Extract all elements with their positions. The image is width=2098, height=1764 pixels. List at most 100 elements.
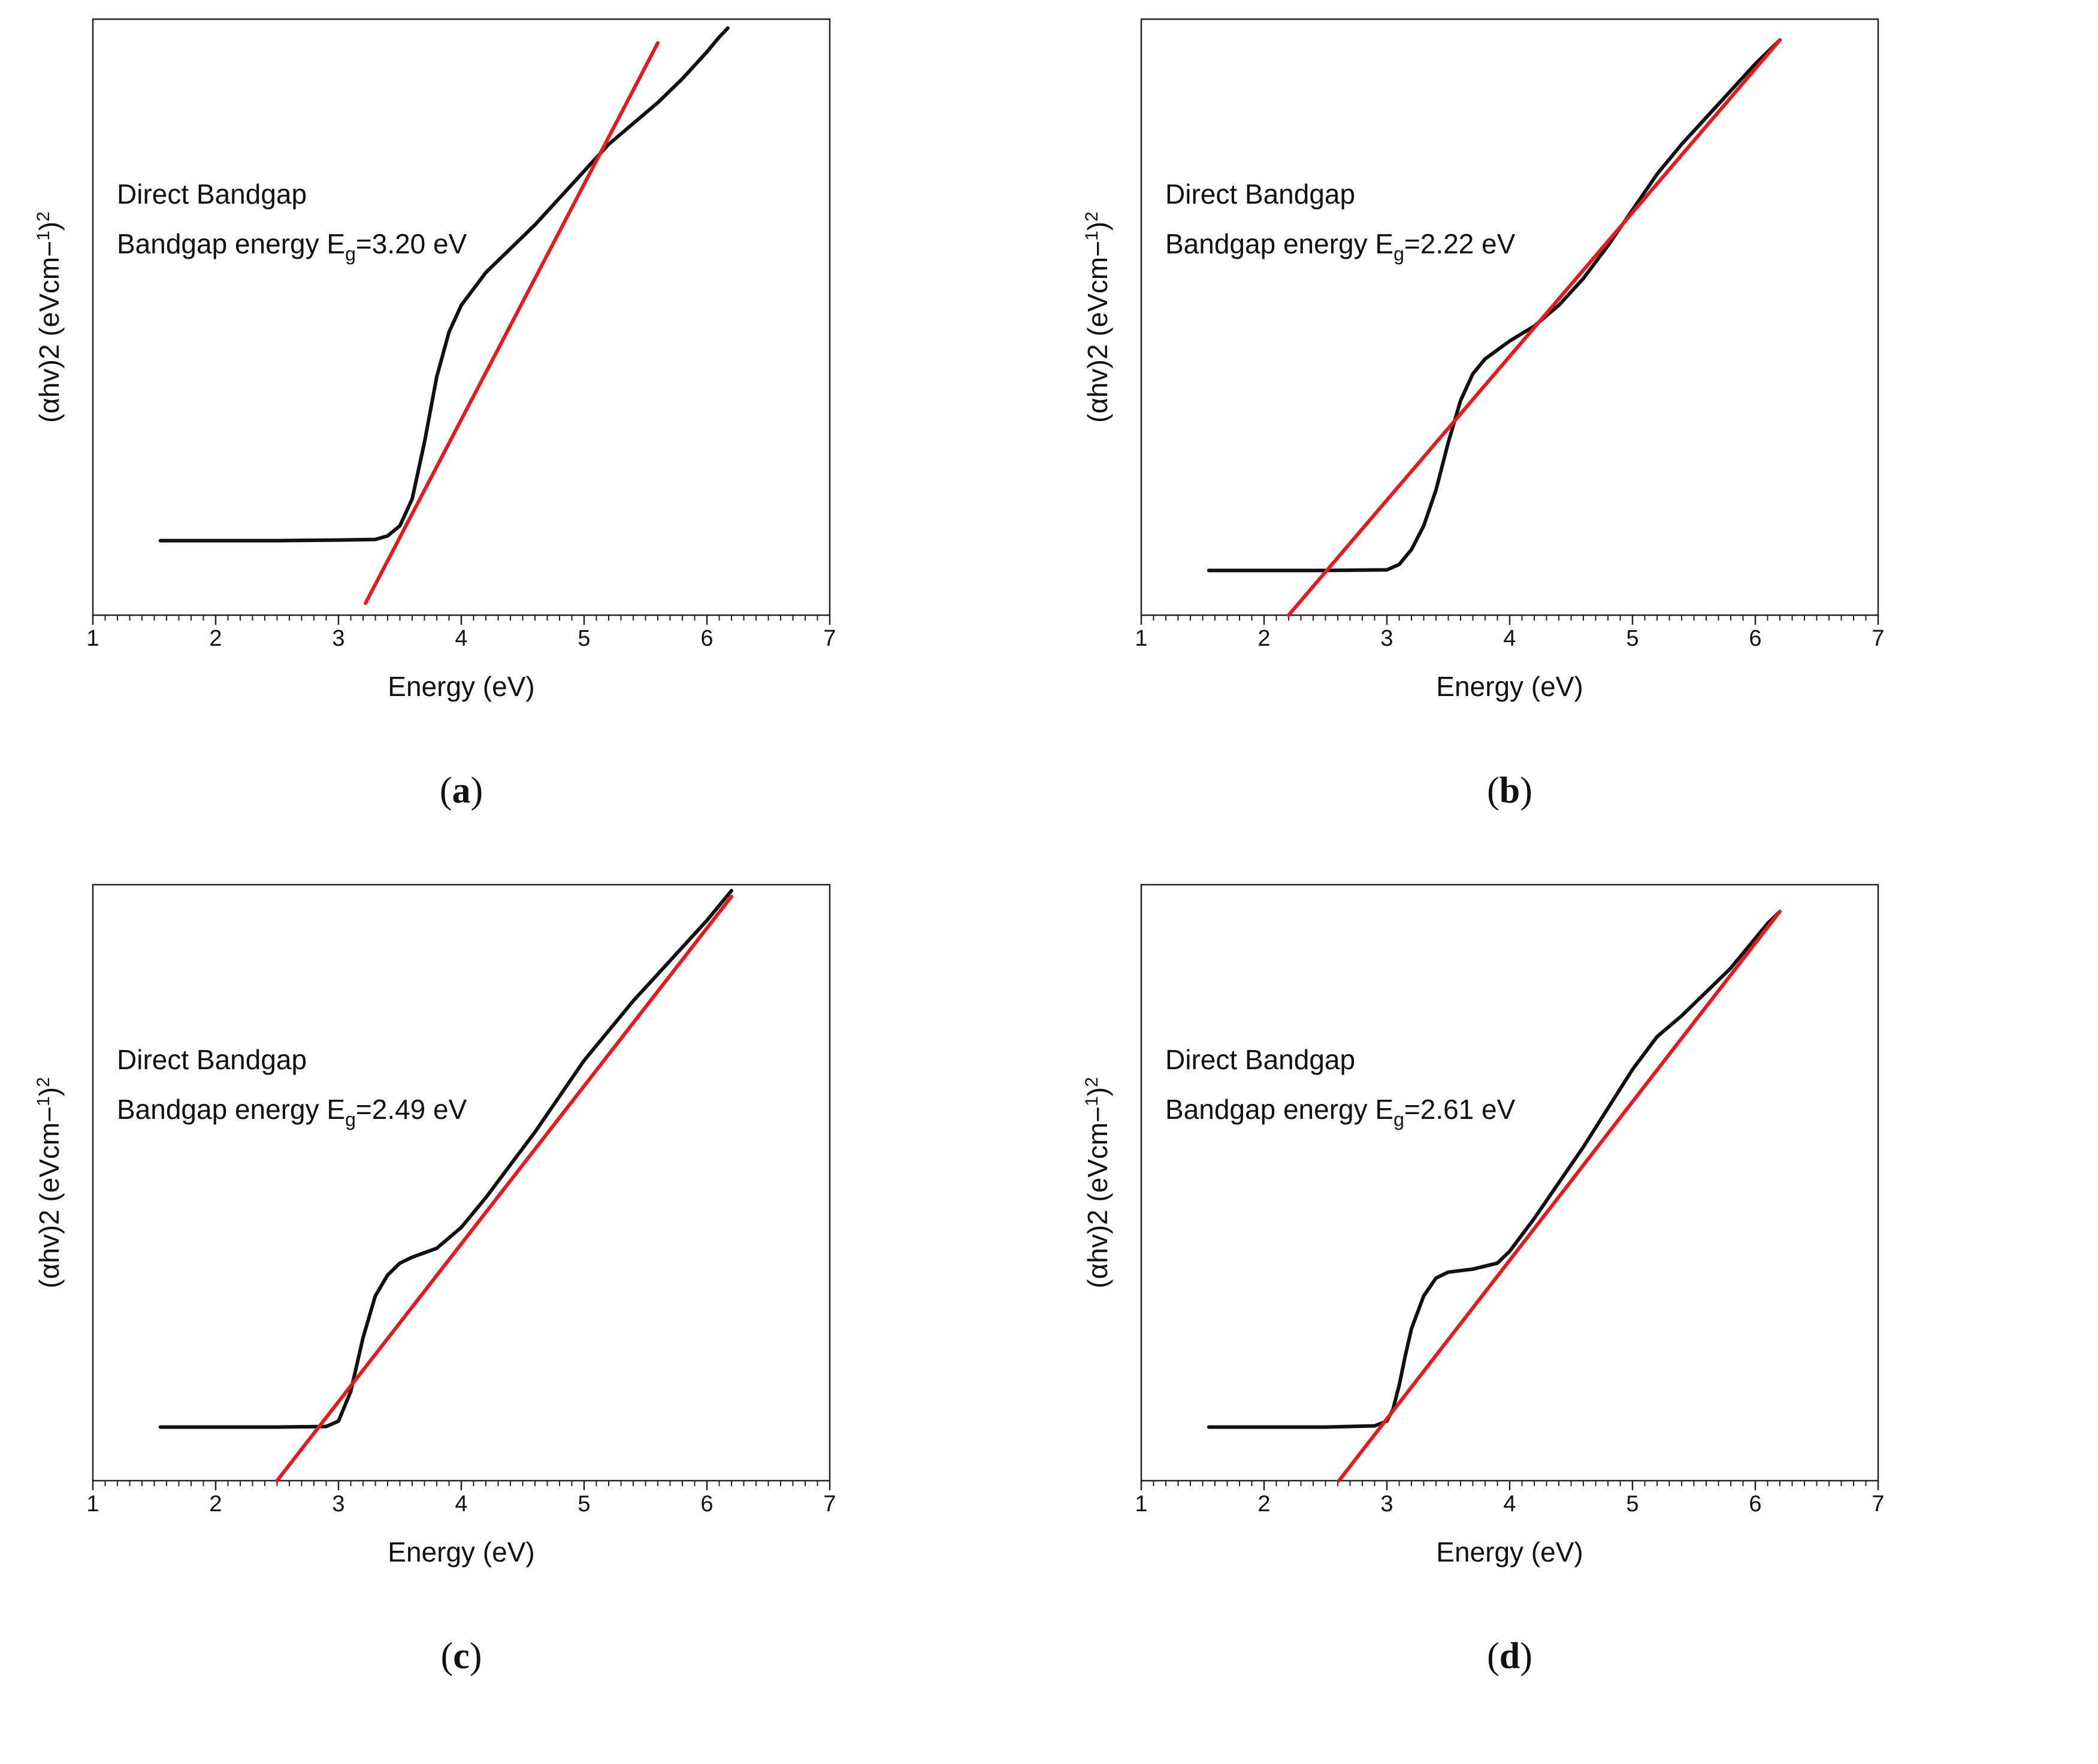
x-tick-label: 5 — [578, 626, 590, 651]
y-label-close: ) — [34, 222, 65, 231]
x-tick-label: 7 — [823, 626, 836, 651]
annotation-bandgap-energy: Bandgap energy Eg=2.22 eV — [1165, 228, 1516, 265]
ann-energy-prefix: Bandgap energy E — [117, 1094, 345, 1125]
ann-energy-subscript-g: g — [345, 243, 356, 265]
panel-a: 1 2 3 4 5 6 7 Energy (eV) (αhv)2 (eVcm−1)2 Direct… — [0, 0, 1018, 839]
x-tick-label: 6 — [700, 1491, 713, 1517]
ann-energy-value: =2.49 eV — [356, 1094, 467, 1125]
absorption-curve — [1207, 38, 1782, 573]
series-group — [158, 889, 733, 1429]
annotation-direct-bandgap: Direct Bandgap — [1165, 1044, 1355, 1075]
x-tick-label: 6 — [1749, 1491, 1761, 1517]
x-tick-label: 7 — [1872, 1491, 1884, 1517]
x-tick-label: 3 — [332, 626, 344, 651]
x-tick-label: 3 — [1380, 1491, 1393, 1517]
y-axis-label: (αhv)2 (eVcm−1)2 — [34, 211, 65, 423]
y-label-sup-1: 1 — [34, 1096, 53, 1106]
x-tick-label: 1 — [86, 626, 99, 651]
plot-frame — [1140, 18, 1879, 616]
x-tick-label: 1 — [1135, 1491, 1147, 1517]
y-label-sup-1: 1 — [34, 231, 53, 241]
plot-frame — [92, 883, 831, 1482]
x-tick-label: 4 — [455, 1491, 467, 1517]
linear-fit-line — [1337, 909, 1782, 1482]
annotation-bandgap-energy: Bandgap energy Eg=2.61 eV — [1165, 1094, 1516, 1130]
series-group — [158, 26, 730, 543]
x-tick-label: 2 — [209, 626, 222, 651]
x-tick-label: 5 — [578, 1491, 590, 1517]
ann-energy-value: =2.22 eV — [1404, 228, 1516, 259]
y-label-base: (αhv)2 (eVcm — [1082, 257, 1113, 423]
linear-fit-line — [275, 894, 733, 1482]
panel-caption: (c) — [441, 1636, 482, 1677]
y-label-minus: − — [34, 241, 65, 257]
ann-energy-prefix: Bandgap energy E — [1165, 1094, 1393, 1125]
caption-paren-open: ( — [1487, 770, 1500, 811]
plot-frame — [1140, 883, 1879, 1482]
x-tick-label: 3 — [1380, 626, 1393, 651]
ann-energy-subscript-g: g — [345, 1109, 356, 1130]
x-tick-label: 2 — [1257, 626, 1270, 651]
caption-paren-open: ( — [441, 1636, 454, 1677]
y-label-sup-2: 2 — [1082, 211, 1102, 222]
y-label-base: (αhv)2 (eVcm — [1082, 1122, 1113, 1288]
caption-letter: b — [1500, 770, 1520, 811]
series-group — [1207, 909, 1782, 1429]
x-axis-label: Energy (eV) — [388, 671, 534, 702]
absorption-curve — [158, 889, 733, 1429]
ann-energy-subscript-g: g — [1393, 1109, 1404, 1130]
caption-paren-open: ( — [1487, 1636, 1500, 1677]
ann-energy-value: =3.20 eV — [356, 228, 467, 259]
x-tick-label: 2 — [209, 1491, 222, 1517]
caption-letter: c — [453, 1636, 470, 1677]
caption-paren-open: ( — [440, 770, 452, 811]
annotation-direct-bandgap: Direct Bandgap — [117, 178, 307, 210]
x-tick-label: 7 — [1872, 626, 1884, 651]
y-label-close: ) — [1082, 1087, 1113, 1096]
x-tick-label: 1 — [1135, 626, 1147, 651]
panel-caption: (b) — [1487, 770, 1532, 811]
y-label-minus: − — [1082, 1106, 1113, 1122]
y-axis-label: (αhv)2 (eVcm−1)2 — [1082, 211, 1113, 423]
caption-letter: d — [1500, 1636, 1520, 1677]
x-tick-label: 6 — [1749, 626, 1761, 651]
x-tick-label: 6 — [700, 626, 713, 651]
x-tick-label: 5 — [1626, 1491, 1639, 1517]
ann-energy-prefix: Bandgap energy E — [117, 228, 345, 259]
y-label-minus: − — [34, 1106, 65, 1122]
x-tick-label: 4 — [1503, 626, 1516, 651]
plot-frame — [92, 18, 831, 616]
ann-energy-subscript-g: g — [1393, 243, 1404, 265]
x-tick-label: 4 — [455, 626, 467, 651]
panel-caption: (a) — [440, 770, 483, 811]
linear-fit-line — [364, 41, 660, 606]
panel-b: 1 2 3 4 5 6 7 Energy (eV) (αhv)2 (eVcm−1)2 Direct… — [1048, 0, 2067, 839]
x-tick-label: 7 — [823, 1491, 836, 1517]
panel-c: 1 2 3 4 5 6 7 Energy (eV) (αhv)2 (eVcm−1)2 Direct… — [0, 866, 1018, 1704]
x-tick-label: 1 — [86, 1491, 99, 1517]
caption-paren-close: ) — [1520, 770, 1532, 811]
y-label-sup-2: 2 — [34, 1077, 53, 1087]
y-axis-label: (αhv)2 (eVcm−1)2 — [34, 1077, 65, 1288]
ann-energy-value: =2.61 eV — [1404, 1094, 1516, 1125]
annotation-bandgap-energy: Bandgap energy Eg=3.20 eV — [117, 228, 467, 265]
y-label-sup-2: 2 — [34, 211, 53, 222]
x-tick-label: 5 — [1626, 626, 1639, 651]
x-tick-label: 2 — [1257, 1491, 1270, 1517]
annotation-direct-bandgap: Direct Bandgap — [1165, 178, 1355, 210]
x-tick-label: 3 — [332, 1491, 344, 1517]
y-label-close: ) — [1082, 222, 1113, 231]
x-axis-label: Energy (eV) — [1436, 671, 1583, 702]
series-group — [1207, 38, 1782, 573]
x-axis-label: Energy (eV) — [1436, 1536, 1583, 1568]
caption-paren-close: ) — [1520, 1636, 1532, 1677]
caption-paren-close: ) — [470, 1636, 482, 1677]
y-label-sup-1: 1 — [1082, 231, 1102, 241]
x-axis-label: Energy (eV) — [388, 1536, 534, 1568]
caption-letter: a — [452, 770, 471, 811]
x-tick-label: 4 — [1503, 1491, 1516, 1517]
y-label-minus: − — [1082, 241, 1113, 257]
